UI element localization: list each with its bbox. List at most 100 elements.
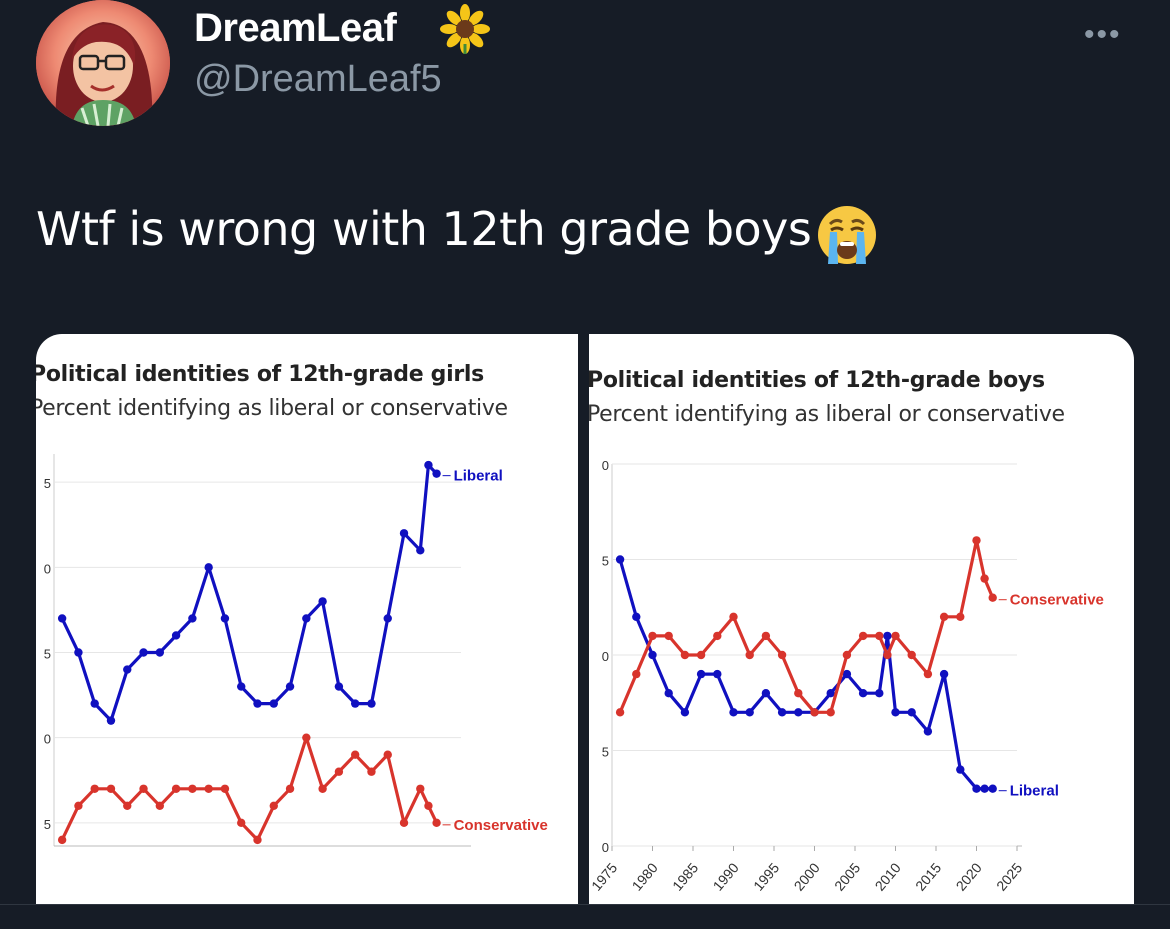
girls-y-tick-2: 5	[44, 647, 51, 662]
boys-liberal-point-20	[923, 727, 933, 736]
girls-conservative-point-23	[424, 801, 433, 810]
girls-conservative-point-22	[416, 784, 425, 793]
boys-liberal-point-21	[939, 669, 949, 679]
girls-liberal-point-1	[74, 648, 83, 657]
boys-conservative-point-24	[980, 574, 989, 583]
boys-liberal-point-6	[713, 669, 722, 679]
boys-conservative-line	[618, 538, 995, 714]
boys-liberal-point-11	[794, 708, 803, 717]
girls-liberal-label: Liberal	[454, 468, 503, 485]
girls-liberal-point-5	[139, 648, 148, 657]
boys-x-tick-1995: 1995	[750, 859, 782, 893]
boys-conservative-label: Conservative	[1010, 592, 1104, 609]
girls-liberal-point-4	[123, 665, 132, 674]
more-options-icon[interactable]: •••	[1084, 18, 1122, 51]
girls-conservative-point-0	[57, 835, 67, 845]
girls-liberal-point-13	[269, 699, 278, 708]
boys-liberal-point-25	[988, 784, 997, 793]
boys-y-tick-4: 0	[602, 458, 609, 473]
boys-conservative-point-0	[615, 708, 625, 717]
girls-liberal-point-19	[367, 699, 376, 708]
girls-liberal-point-9	[204, 563, 213, 572]
boys-liberal-point-7	[729, 708, 738, 717]
girls-conservative-point-3	[106, 784, 116, 793]
girls-liberal-point-22	[416, 546, 425, 555]
chart-title-girls: Political identities of 12th-grade girls	[36, 362, 484, 387]
boys-y-tick-1: 5	[602, 745, 609, 760]
girls-liberal-point-20	[383, 614, 392, 623]
girls-liberal-point-11	[237, 682, 246, 691]
chart-girls: 5050519751980198519901995200020052010201…	[44, 454, 548, 847]
girls-conservative-point-24	[432, 818, 441, 828]
boys-x-tick-2005: 2005	[831, 859, 863, 893]
boys-conservative-point-7	[729, 612, 738, 621]
girls-conservative-line	[60, 736, 439, 842]
boys-liberal-point-22	[956, 765, 965, 774]
chart-panel-boys[interactable]: Political identities of 12th-grade boys …	[589, 334, 1134, 904]
girls-liberal-point-12	[253, 699, 262, 708]
girls-liberal-point-6	[155, 648, 165, 657]
girls-conservative-point-5	[139, 784, 148, 793]
girls-liberal-point-17	[334, 682, 344, 691]
boys-conservative-point-11	[794, 689, 803, 698]
boys-conservative-point-20	[923, 669, 933, 679]
girls-conservative-point-19	[367, 767, 376, 776]
girls-liberal-point-24	[432, 469, 441, 478]
crying-face-icon	[816, 204, 878, 266]
boys-liberal-point-9	[761, 689, 771, 698]
boys-x-tick-2000: 2000	[791, 859, 823, 893]
boys-liberal-point-14	[842, 669, 852, 679]
girls-liberal-line	[60, 463, 438, 723]
boys-liberal-label: Liberal	[1010, 783, 1059, 800]
boys-conservative-point-5	[696, 650, 706, 660]
boys-y-tick-2: 0	[602, 649, 609, 664]
boys-conservative-point-2	[648, 631, 657, 641]
boys-x-tick-2010: 2010	[872, 859, 904, 893]
boys-liberal-point-24	[980, 784, 989, 793]
girls-conservative-point-14	[285, 784, 295, 793]
girls-conservative-point-20	[383, 750, 392, 759]
boys-conservative-point-22	[956, 612, 965, 621]
boys-conservative-point-8	[745, 650, 754, 660]
boys-conservative-point-19	[907, 650, 916, 660]
girls-conservative-label: Conservative	[454, 817, 548, 834]
boys-liberal-point-3	[664, 689, 673, 698]
boys-liberal-point-23	[972, 784, 981, 793]
girls-conservative-point-17	[334, 767, 344, 776]
girls-conservative-point-6	[155, 801, 165, 810]
boys-liberal-line	[618, 559, 993, 791]
divider	[0, 904, 1170, 929]
boys-liberal-point-8	[745, 708, 754, 717]
tweet-text: Wtf is wrong with 12th grade boys	[36, 202, 812, 256]
boys-conservative-point-21	[939, 612, 949, 621]
boys-y-tick-3: 5	[602, 554, 609, 569]
boys-x-tick-2025: 2025	[993, 859, 1025, 893]
girls-y-tick-3: 0	[44, 561, 51, 576]
girls-conservative-point-15	[302, 733, 311, 742]
boys-x-tick-1990: 1990	[710, 859, 742, 893]
tweet-media[interactable]: Political identities of 12th-grade girls…	[36, 334, 1134, 904]
boys-liberal-point-18	[891, 708, 900, 717]
boys-liberal-point-4	[680, 708, 690, 717]
sunflower-icon	[440, 4, 490, 54]
girls-liberal-point-15	[302, 614, 311, 623]
boys-conservative-point-10	[777, 650, 787, 660]
handle[interactable]: @DreamLeaf5	[194, 58, 442, 100]
chart-title-boys: Political identities of 12th-grade boys	[589, 368, 1045, 393]
boys-liberal-point-10	[777, 708, 787, 717]
girls-y-tick-4: 5	[44, 476, 51, 491]
boys-conservative-point-23	[972, 536, 981, 545]
boys-conservative-point-14	[842, 650, 852, 660]
chart-subtitle-boys: Percent identifying as liberal or conser…	[589, 402, 1065, 427]
boys-conservative-point-25	[988, 593, 997, 602]
boys-x-tick-1980: 1980	[629, 859, 661, 893]
display-name[interactable]: DreamLeaf	[194, 6, 397, 50]
boys-liberal-point-19	[907, 708, 916, 717]
boys-conservative-point-12	[810, 708, 819, 717]
girls-y-tick-1: 0	[44, 732, 51, 747]
avatar[interactable]	[36, 0, 170, 126]
boys-conservative-point-18	[891, 631, 900, 641]
girls-liberal-point-3	[106, 716, 116, 725]
chart-panel-girls[interactable]: Political identities of 12th-grade girls…	[36, 334, 578, 904]
girls-conservative-point-2	[90, 784, 99, 793]
